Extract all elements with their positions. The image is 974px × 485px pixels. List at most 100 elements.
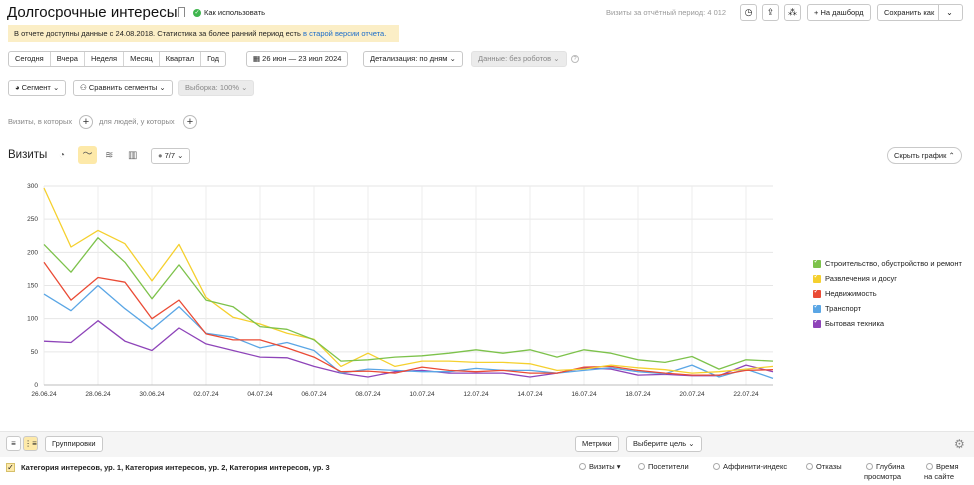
chevron-down-icon: ⌄	[553, 54, 560, 63]
col-depth-label-1: Глубина	[876, 462, 905, 471]
col-time-label-2: на сайте	[924, 472, 955, 481]
add-visit-filter-button[interactable]: +	[79, 115, 93, 129]
sort-radio[interactable]	[866, 463, 873, 470]
x-tick-label: 16.07.24	[571, 391, 597, 398]
share-icon: ⁂	[788, 7, 797, 17]
series-line-construction	[43, 237, 774, 370]
series-count-dropdown[interactable]: ● 7/7 ⌄	[151, 148, 191, 164]
period-today[interactable]: Сегодня	[9, 52, 51, 66]
col-bounces-label: Отказы	[816, 462, 842, 471]
chevron-up-icon: ⌃	[948, 151, 955, 160]
legend-item-transport[interactable]: Транспорт	[813, 301, 962, 316]
period-yesterday[interactable]: Вчера	[51, 52, 85, 66]
groupings-label: Группировки	[52, 439, 96, 448]
table-toolbar	[0, 431, 974, 457]
chart-title: Визиты	[8, 149, 48, 161]
date-range-button[interactable]: ▦ 26 июн — 23 июл 2024	[246, 51, 349, 67]
legend-item-realty[interactable]: Недвижимость	[813, 286, 962, 301]
col-depth-label-2: просмотра	[864, 472, 902, 481]
x-tick-label: 14.07.24	[517, 391, 543, 398]
to-dashboard-label: На дашборд	[820, 8, 864, 17]
sample-dropdown[interactable]: Выборка: 100% ⌄	[178, 80, 255, 96]
settings-gear-icon[interactable]: ⚙	[954, 437, 965, 451]
period-week[interactable]: Неделя	[85, 52, 125, 66]
col-affinity[interactable]: Аффинити-индекс	[713, 462, 787, 472]
x-tick-label: 28.06.24	[85, 391, 111, 398]
tree-view-button[interactable]: ⋮≡	[23, 436, 38, 451]
chart-type-pie-icon[interactable]: ◔	[59, 150, 66, 161]
legend-label: Строительство, обустройство и ремонт	[825, 259, 962, 268]
chart-type-line-icon[interactable]: 〜	[78, 146, 97, 164]
period-quarter[interactable]: Квартал	[160, 52, 202, 66]
sort-radio[interactable]	[713, 463, 720, 470]
groupings-button[interactable]: Группировки	[45, 436, 103, 452]
x-tick-label: 26.06.24	[31, 391, 57, 398]
save-as-label: Сохранить как	[884, 8, 935, 17]
col-visits[interactable]: Визиты ▾	[579, 462, 621, 472]
old-version-link[interactable]: в старой версии отчета.	[303, 29, 387, 38]
people-filter-label: для людей, у которых	[99, 117, 175, 126]
legend-label: Развлечения и досуг	[825, 274, 898, 283]
sort-desc-icon: ▾	[616, 462, 621, 471]
share-button[interactable]: ⁂	[784, 4, 801, 21]
col-depth[interactable]: Глубина просмотра	[864, 462, 905, 482]
chart-type-area-icon[interactable]: ≋	[105, 150, 114, 161]
col-time[interactable]: Время на сайте	[924, 462, 959, 482]
legend-checkbox[interactable]	[813, 287, 821, 298]
detail-dropdown[interactable]: Детализация: по дням ⌄	[363, 51, 463, 67]
notice-text: В отчете доступны данные с 24.08.2018. С…	[14, 29, 303, 38]
compare-segments-dropdown[interactable]: ⚇ Сравнить сегменты ⌄	[73, 80, 173, 96]
check-circle-icon: ✓	[193, 8, 201, 17]
info-icon[interactable]: ?	[571, 55, 579, 63]
save-as-button[interactable]: Сохранить как	[877, 4, 964, 21]
dimension-checkbox[interactable]: ✓	[6, 463, 15, 472]
legend-checkbox[interactable]	[813, 302, 821, 313]
date-range-label: 26 июн — 23 июл 2024	[262, 54, 342, 63]
x-tick-label: 12.07.24	[463, 391, 489, 398]
list-view-button[interactable]: ≡	[6, 436, 21, 451]
period-year[interactable]: Год	[207, 54, 220, 63]
legend-item-appliances[interactable]: Бытовая техника	[813, 316, 962, 331]
dimension-header: ✓ Категория интересов, ур. 1, Категория …	[6, 463, 330, 472]
legend-checkbox[interactable]	[813, 272, 821, 283]
chevron-down-icon: ⌄	[241, 83, 248, 92]
sort-radio[interactable]	[579, 463, 586, 470]
chevron-down-icon: ⌄	[688, 439, 695, 448]
col-visits-label: Визиты	[589, 462, 615, 471]
col-affinity-label: Аффинити-индекс	[723, 462, 788, 471]
col-visitors[interactable]: Посетители	[638, 462, 689, 472]
legend-checkbox[interactable]	[813, 257, 821, 268]
sort-radio[interactable]	[926, 463, 933, 470]
legend-label: Недвижимость	[825, 289, 877, 298]
chevron-down-icon: ⌄	[449, 54, 456, 63]
save-as-dropdown-toggle[interactable]: ⌄	[938, 5, 960, 20]
hide-chart-button[interactable]: Скрыть график ⌃	[887, 147, 962, 164]
to-dashboard-button[interactable]: + На дашборд	[807, 4, 871, 21]
sort-radio[interactable]	[806, 463, 813, 470]
metrics-button[interactable]: Метрики	[575, 436, 619, 452]
sample-label: Выборка: 100%	[185, 83, 239, 92]
legend-item-entertainment[interactable]: Развлечения и досуг	[813, 271, 962, 286]
col-visitors-label: Посетители	[648, 462, 689, 471]
legend-item-construction[interactable]: Строительство, обустройство и ремонт	[813, 256, 962, 271]
export-button[interactable]: ⇪	[762, 4, 779, 21]
col-bounces[interactable]: Отказы	[806, 462, 842, 472]
choose-goal-dropdown[interactable]: Выберите цель ⌄	[626, 436, 702, 452]
chevron-down-icon: ⌄	[946, 8, 953, 17]
howto-label: Как использовать	[204, 8, 265, 17]
legend-checkbox[interactable]	[813, 317, 821, 328]
chart-type-bar-icon[interactable]: ▥	[128, 150, 138, 161]
howto-link[interactable]: ✓ Как использовать	[193, 8, 265, 17]
compare-icon: ⚇	[80, 83, 89, 92]
visits-period-text: Визиты за отчётный период: 4 012	[606, 8, 727, 17]
sort-radio[interactable]	[638, 463, 645, 470]
bookmark-icon[interactable]	[178, 7, 185, 17]
data-label: Данные: без роботов	[478, 54, 552, 63]
page-title: Долгосрочные интересы	[7, 4, 178, 21]
segment-dropdown[interactable]: ◕ Сегмент ⌄	[8, 80, 67, 96]
period-month[interactable]: Месяц	[124, 52, 160, 66]
data-robots-dropdown[interactable]: Данные: без роботов ⌄	[471, 51, 567, 67]
add-people-filter-button[interactable]: +	[183, 115, 197, 129]
y-tick-label: 200	[27, 249, 38, 256]
history-button[interactable]: ◷	[740, 4, 757, 21]
